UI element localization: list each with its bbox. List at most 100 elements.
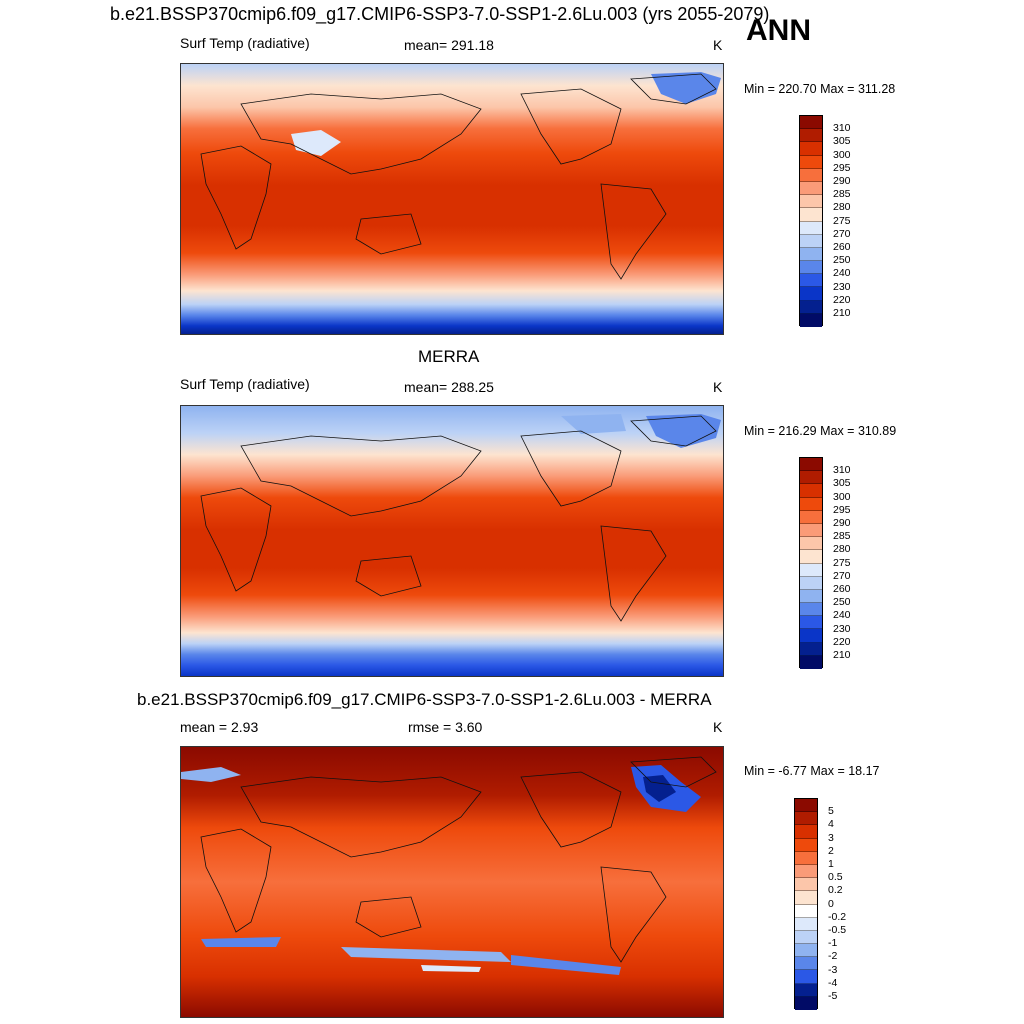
colorbar-tick-label: 295 (833, 503, 851, 516)
colorbar-swatch (795, 970, 817, 984)
colorbar-swatch (800, 603, 822, 617)
colorbar-swatch (800, 129, 822, 143)
colorbar-tick-label: 0.2 (828, 884, 843, 897)
variable-label: Surf Temp (radiative) (180, 376, 310, 392)
colorbar-tick-label: -4 (828, 976, 838, 989)
colorbar-swatch (800, 458, 822, 472)
colorbar-tick-label: 305 (833, 135, 851, 148)
colorbar-tick-label: 250 (833, 254, 851, 267)
colorbar-swatch (795, 878, 817, 892)
map-model (180, 63, 724, 335)
colorbar-obs: 310 305 300 295 290 285 280 275 270 260 250 240 230 2… (799, 457, 851, 669)
colorbar-tick-label: 305 (833, 477, 851, 490)
colorbar-tick-label: 260 (833, 583, 851, 595)
world-map-model (181, 64, 723, 334)
colorbar-tick-label: 300 (833, 148, 851, 161)
panel-title: MERRA (418, 347, 480, 366)
map-diff (180, 746, 724, 1018)
colorbar-swatch (795, 812, 817, 826)
colorbar-tick-label: -3 (828, 963, 838, 976)
colorbar-swatch (795, 983, 817, 997)
world-map-diff (181, 747, 723, 1017)
panel-title: b.e21.BSSP370cmip6.f09_g17.CMIP6-SSP3-7.… (137, 690, 712, 709)
main-title: b.e21.BSSP370cmip6.f09_g17.CMIP6-SSP3-7.… (110, 4, 770, 24)
colorbar-swatches (799, 457, 823, 669)
colorbar-tick-label: -0.5 (828, 924, 847, 936)
mean-label: mean= 288.25 (404, 379, 494, 395)
units-label: K (713, 379, 723, 395)
colorbar-model: 310 305 300 295 290 285 280 275 270 260 250 240 230 2… (799, 115, 851, 327)
colorbar-tick-label: 240 (833, 609, 851, 622)
units-label: K (713, 37, 723, 53)
colorbar-swatch (795, 996, 817, 1010)
colorbar-swatch (800, 510, 822, 524)
colorbar-swatch (800, 642, 822, 656)
colorbar-swatch (800, 471, 822, 485)
colorbar-tick-label: 300 (833, 490, 851, 503)
colorbar-tick-label: -2 (828, 950, 838, 963)
colorbar-swatch (795, 864, 817, 879)
colorbar-swatch (800, 208, 822, 222)
colorbar-swatches (799, 115, 823, 327)
colorbar-tick-label: 280 (833, 543, 851, 556)
colorbar-tick-label: 310 (833, 122, 851, 135)
colorbar-tick-label: 260 (833, 241, 851, 253)
colorbar-tick-label: -0.2 (828, 910, 847, 923)
colorbar-swatch (800, 274, 822, 288)
colorbar-swatch (800, 589, 822, 604)
colorbar-swatch (800, 523, 822, 538)
colorbar-swatch (800, 287, 822, 301)
colorbar-tick-label: 220 (833, 293, 851, 306)
colorbar-tick-label: 285 (833, 188, 851, 201)
colorbar-tick-label: 270 (833, 227, 851, 240)
colorbar-tick-label: 275 (833, 556, 851, 569)
colorbar-tick-label: 2 (828, 844, 834, 857)
minmax-label: Min = 220.70 Max = 311.28 (744, 82, 896, 96)
colorbar-swatch (800, 563, 822, 577)
colorbar-tick-label: 285 (833, 530, 851, 543)
colorbar-swatches (794, 798, 818, 1010)
colorbar-tick-label: -1 (828, 937, 838, 950)
colorbar-swatch (800, 168, 822, 182)
colorbar-tick-label: 270 (833, 569, 851, 582)
colorbar-tick-label: 290 (833, 517, 851, 529)
colorbar-swatch (800, 629, 822, 643)
colorbar-swatch (800, 550, 822, 564)
world-map-obs (181, 406, 723, 676)
colorbar-swatch (800, 195, 822, 209)
colorbar-swatch (800, 234, 822, 248)
colorbar-tick-label: 0 (828, 897, 834, 910)
colorbar-swatch (795, 917, 817, 931)
minmax-label: Min = 216.29 Max = 310.89 (744, 424, 897, 438)
mean-label: mean = 2.93 (180, 719, 259, 735)
colorbar-swatch (800, 537, 822, 551)
colorbar-tick-label: 1 (828, 858, 834, 870)
colorbar-tick-label: 295 (833, 161, 851, 174)
minmax-label: Min = -6.77 Max = 18.17 (744, 764, 880, 778)
colorbar-swatch (800, 300, 822, 314)
colorbar-swatch (795, 799, 817, 813)
colorbar-tick-label: 230 (833, 280, 851, 293)
colorbar-swatch (800, 221, 822, 235)
colorbar-swatch (795, 838, 817, 852)
colorbar-tick-label: 240 (833, 267, 851, 280)
colorbar-tick-label: 210 (833, 307, 851, 319)
colorbar-swatch (795, 825, 817, 839)
colorbar-tick-label: -5 (828, 990, 838, 1002)
rmse-label: rmse = 3.60 (408, 719, 483, 735)
colorbar-swatch (800, 142, 822, 156)
colorbar-tick-label: 230 (833, 622, 851, 635)
colorbar-swatch (800, 655, 822, 669)
colorbar-diff: 5 4 3 2 1 0.5 0.2 0 -0.2 -0.5 -1 -2 -3 -4 -5 (794, 798, 846, 1010)
colorbar-swatch (795, 944, 817, 958)
colorbar-swatch (800, 484, 822, 498)
colorbar-swatch (795, 930, 817, 945)
colorbar-swatch (795, 891, 817, 905)
colorbar-tick-label: 210 (833, 649, 851, 661)
colorbar-swatch (800, 576, 822, 590)
colorbar-tick-label: 0.5 (828, 871, 843, 884)
map-obs (180, 405, 724, 677)
mean-label: mean= 291.18 (404, 37, 494, 53)
colorbar-swatch (800, 616, 822, 630)
colorbar-swatch (800, 155, 822, 169)
